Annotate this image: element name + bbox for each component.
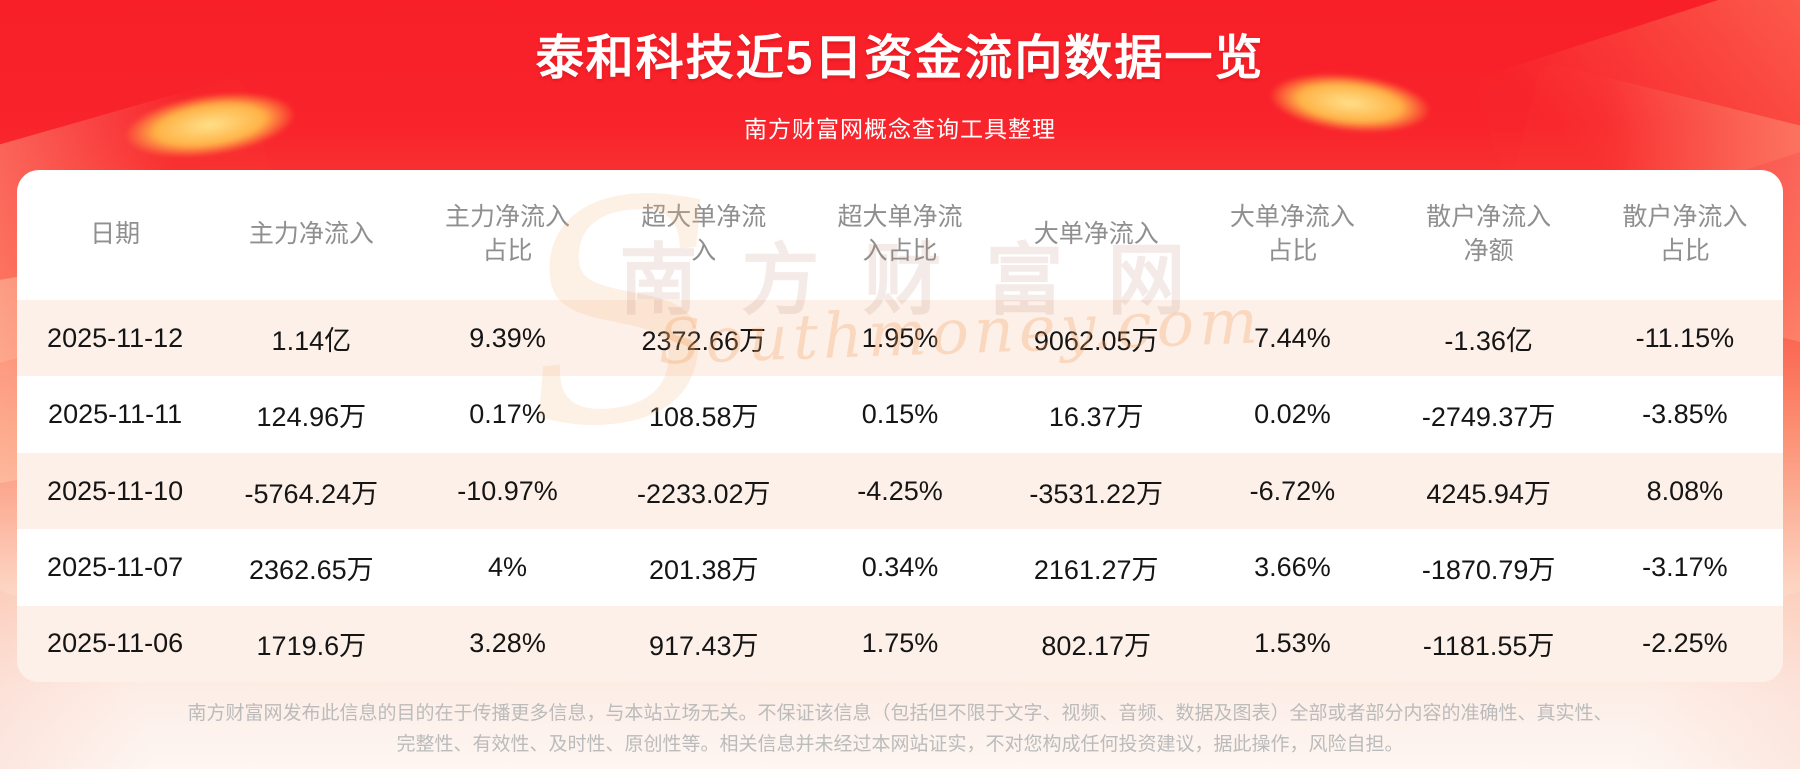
column-header: 散户净流入净额 — [1426, 203, 1552, 265]
table-cell: 1.95% — [861, 322, 939, 353]
page-subtitle: 南方财富网概念查询工具整理 — [744, 116, 1056, 142]
disclaimer-line-1: 南方财富网发布此信息的目的在于传播更多信息，与本站立场无关。不保证该信息（包括但… — [187, 703, 1613, 724]
table-cell: 0.34% — [861, 551, 939, 582]
table-cell: -2.25% — [1642, 628, 1728, 659]
table-cell: -1.36亿 — [1444, 325, 1533, 356]
table-cell: 1719.6万 — [256, 631, 367, 662]
table-cell: 1.53% — [1254, 628, 1331, 659]
table-cell: -11.15% — [1635, 322, 1735, 353]
table-cell: 2025-11-06 — [47, 628, 184, 659]
table-row: 2025-11-10 -5764.24万 -10.97% -2233.02万 -4.25… — [17, 452, 1783, 530]
table-cell: -4.25% — [857, 475, 943, 506]
table-cell: 917.43万 — [648, 631, 759, 662]
table-cell: -2233.02万 — [636, 478, 771, 509]
column-header: 超大单净流入 — [641, 203, 767, 265]
table-cell: -3.85% — [1642, 399, 1728, 430]
table-cell: -3.17% — [1642, 551, 1728, 582]
table-cell: 2025-11-11 — [48, 399, 183, 430]
table-cell: -6.72% — [1249, 475, 1336, 506]
disclaimer-line-2: 完整性、有效性、及时性、原创性等。相关信息并未经过本网站证实，不对您构成任何投资… — [396, 734, 1404, 755]
table-cell: 4245.94万 — [1426, 478, 1551, 509]
table-cell: 201.38万 — [648, 554, 759, 585]
table-cell: 8.08% — [1646, 475, 1724, 506]
column-header: 大单净流入占比 — [1229, 203, 1355, 265]
table-cell: 3.66% — [1254, 551, 1331, 582]
table-cell: -10.97% — [457, 475, 558, 506]
table-cell: 7.44% — [1254, 322, 1331, 353]
disclaimer: 南方财富网发布此信息的目的在于传播更多信息，与本站立场无关。不保证该信息（包括但… — [0, 698, 1800, 760]
table-cell: 2025-11-07 — [47, 551, 184, 582]
table-cell: 2161.27万 — [1033, 554, 1159, 585]
table-body: 2025-11-12 1.14亿 9.39% 2372.66万 1.95% 9062.05… — [17, 300, 1783, 682]
table-cell: 4% — [488, 551, 528, 582]
table-cell: 1.75% — [861, 628, 939, 659]
table-cell: -5764.24万 — [244, 478, 379, 509]
column-header: 散户净流入占比 — [1622, 203, 1748, 265]
table-row: 2025-11-11 124.96万 0.17% 108.58万 0.15% 16.37万… — [17, 376, 1783, 453]
table-cell: -3531.22万 — [1029, 478, 1163, 509]
table-cell: -2749.37万 — [1421, 402, 1556, 433]
page-title: 泰和科技近5日资金流向数据一览 — [535, 32, 1265, 85]
column-header: 大单净流入 — [1033, 220, 1159, 249]
column-header: 主力净流入 — [248, 220, 374, 249]
table-cell: 2025-11-12 — [47, 322, 184, 353]
table-cell: 16.37万 — [1048, 402, 1144, 433]
table-cell: 2362.65万 — [249, 554, 374, 585]
table-cell: 0.17% — [469, 399, 546, 430]
table-cell: 802.17万 — [1041, 631, 1151, 662]
table-cell: 0.15% — [861, 399, 939, 430]
table-cell: 9062.05万 — [1033, 325, 1159, 356]
table-header-row: 日期 主力净流入 主力净流入占比 超大单净流入 超大单净流入占比 大单净流入 大单净流入占比… — [17, 170, 1783, 300]
table-row: 2025-11-06 1719.6万 3.28% 917.43万 1.75% 802.17… — [17, 605, 1783, 682]
table-cell: 2372.66万 — [641, 325, 767, 356]
table-cell: 0.02% — [1254, 399, 1331, 430]
table-cell: 9.39% — [469, 322, 546, 353]
table-cell: -1870.79万 — [1421, 554, 1556, 585]
column-header: 日期 — [90, 220, 141, 249]
table-cell: 1.14亿 — [271, 325, 352, 356]
table-cell: 3.28% — [469, 628, 546, 659]
table-cell: 108.58万 — [648, 402, 759, 433]
table-cell: 124.96万 — [256, 402, 367, 433]
table-cell: -1181.55万 — [1422, 631, 1555, 662]
column-header: 主力净流入占比 — [445, 203, 571, 265]
table-row: 2025-11-12 1.14亿 9.39% 2372.66万 1.95% 9062.05… — [17, 300, 1783, 377]
column-header: 超大单净流入占比 — [837, 203, 963, 265]
capital-flow-table-card: 日期 主力净流入 主力净流入占比 超大单净流入 超大单净流入占比 大单净流入 大单净流入占比… — [17, 170, 1783, 682]
table-cell: 2025-11-10 — [47, 475, 184, 506]
table-row: 2025-11-07 2362.65万 4% 201.38万 0.34% 2161.27万… — [17, 529, 1783, 606]
